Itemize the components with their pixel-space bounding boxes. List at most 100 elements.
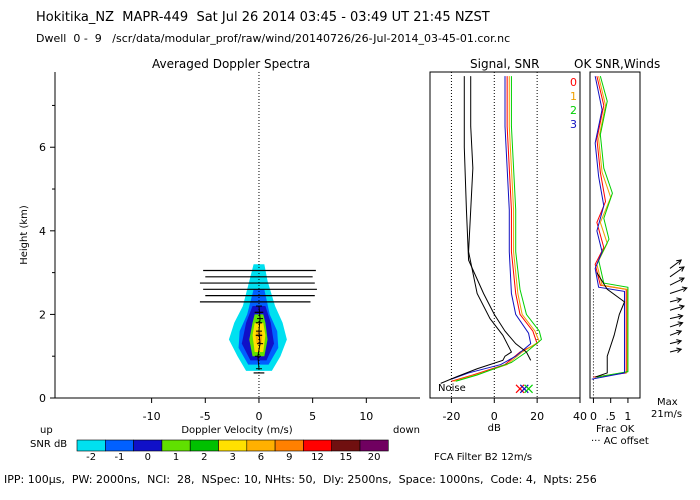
colorbar-swatch-6 <box>246 439 276 452</box>
colorbar-tick-0: -2 <box>86 452 96 463</box>
colorbar-swatch-7 <box>274 439 304 452</box>
ok-series-3 <box>591 76 625 380</box>
colorbar-tick-10: 20 <box>368 452 381 463</box>
signal-xtick-label: 40 <box>573 410 587 423</box>
signal-series-noise <box>440 76 513 384</box>
ok-series-2 <box>596 76 629 378</box>
ok-series-frac <box>595 272 626 378</box>
colorbar-swatch-8 <box>303 439 332 452</box>
header-title: Hokitika_NZ MAPR-449 Sat Jul 26 2014 03:… <box>36 10 490 25</box>
colorbar-swatch-1 <box>105 439 134 452</box>
ok-series-0 <box>593 76 627 378</box>
wind-arrowhead-0 <box>676 347 683 353</box>
signal-xtick-label: 20 <box>530 410 544 423</box>
ok-series-1 <box>595 76 628 378</box>
ok-frame <box>589 71 641 399</box>
colorbar-tick-7: 9 <box>286 452 292 463</box>
wind-arrow-2 <box>669 330 682 336</box>
wind-arrow-4 <box>669 315 683 320</box>
wind-arrow-3 <box>669 322 683 328</box>
wind-arrow-0 <box>669 348 682 353</box>
signal-series-3 <box>451 76 532 380</box>
spectra-xlabel: Doppler Velocity (m/s) <box>181 425 292 436</box>
signal-x-marker-1 <box>519 384 529 394</box>
ok-legend-1: 1 <box>570 90 577 103</box>
noise-label: Noise <box>438 383 466 394</box>
wind-arrowhead-9 <box>678 266 685 272</box>
spectra-xtick-label: -5 <box>200 410 211 423</box>
colorbar-swatch-10 <box>359 439 389 452</box>
colorbar-tick-5: 3 <box>229 452 235 463</box>
ac-offset-label: ··· AC offset <box>591 436 649 447</box>
wind-arrowhead-2 <box>676 329 683 336</box>
colorbar-swatch-2 <box>133 439 163 452</box>
colorbar-label: SNR dB <box>30 439 67 450</box>
colorbar-tick-3: 1 <box>173 452 179 463</box>
footer-params: IPP: 100μs, PW: 2000ns, NCI: 28, NSpec: … <box>4 473 597 486</box>
spectra-xtick-label: -10 <box>143 410 161 423</box>
colorbar-swatch-3 <box>161 439 191 452</box>
colorbar-tick-1: -1 <box>114 452 124 463</box>
signal-x-marker-2 <box>524 384 533 394</box>
wind-arrow-10 <box>669 259 682 269</box>
wind-max-value: 21m/s <box>651 409 682 420</box>
wind-arrow-1 <box>669 340 682 345</box>
wind-arrowhead-5 <box>679 304 685 310</box>
signal-x-marker-0 <box>515 384 525 394</box>
colorbar-tick-8: 12 <box>311 452 324 463</box>
spectra-xtick-label: 5 <box>309 410 316 423</box>
ok-legend-0: 0 <box>570 76 577 89</box>
wind-arrow-9 <box>669 266 685 278</box>
wind-arrow-5 <box>669 305 685 311</box>
signal-title: Signal, SNR <box>470 57 540 71</box>
signal-xtick-label: -20 <box>442 410 460 423</box>
spectra-contour-5 <box>255 331 263 344</box>
wind-arrowhead-3 <box>677 321 684 327</box>
spectra-ylabel: Height (km) <box>19 205 30 265</box>
spectra-xtick-label: 10 <box>359 410 373 423</box>
colorbar-tick-2: 0 <box>145 452 151 463</box>
peak-velocity-line <box>257 306 261 369</box>
wind-arrow-7 <box>669 287 687 294</box>
spectra-title: Averaged Doppler Spectra <box>152 57 311 71</box>
wind-arrowhead-6 <box>676 297 683 303</box>
spectra-ytick-label: 6 <box>39 141 46 154</box>
colorbar-tick-4: 2 <box>201 452 207 463</box>
colorbar-swatch-9 <box>331 439 361 452</box>
ok-xtick-label: .5 <box>605 410 616 423</box>
header-file-path: Dwell 0 - 9 /scr/data/modular_prof/raw/w… <box>36 32 511 45</box>
wind-arrow-6 <box>669 298 682 303</box>
wind-arrowhead-10 <box>676 259 683 265</box>
ok-legend-3: 3 <box>570 118 577 131</box>
spectra-down-label: down <box>393 425 420 436</box>
fca-filter-label: FCA Filter B2 12m/s <box>434 452 532 463</box>
colorbar-swatch-5 <box>218 439 248 452</box>
frac-ok-label: Frac OK <box>596 424 635 435</box>
signal-frame <box>429 71 581 399</box>
signal-xlabel: dB <box>488 423 501 434</box>
signal-series-signal <box>463 76 532 361</box>
wind-arrowhead-4 <box>677 313 684 320</box>
ok-xtick-label: 0 <box>590 410 597 423</box>
spectra-xtick-label: 0 <box>255 410 262 423</box>
wind-arrowhead-1 <box>676 339 683 345</box>
colorbar-swatch-0 <box>76 439 106 452</box>
colorbar-tick-9: 15 <box>339 452 352 463</box>
wind-max-label: Max <box>657 397 678 408</box>
colorbar-tick-6: 6 <box>258 452 264 463</box>
signal-series-1 <box>453 76 540 382</box>
spectra-ytick-label: 2 <box>39 308 46 321</box>
ok-winds-title: OK SNR,Winds <box>574 57 661 71</box>
spectra-up-label: up <box>40 425 53 436</box>
spectra-ytick-label: 0 <box>39 392 46 405</box>
wind-arrowhead-7 <box>681 286 688 292</box>
signal-xtick-label: 0 <box>491 410 498 423</box>
signal-series-2 <box>455 76 542 382</box>
spectra-ytick-label: 4 <box>39 225 46 238</box>
ok-xtick-label: 1 <box>624 410 631 423</box>
wind-arrowhead-8 <box>678 277 685 283</box>
wind-arrow-8 <box>669 277 685 286</box>
ok-legend-2: 2 <box>570 104 577 117</box>
colorbar-swatch-4 <box>189 439 219 452</box>
